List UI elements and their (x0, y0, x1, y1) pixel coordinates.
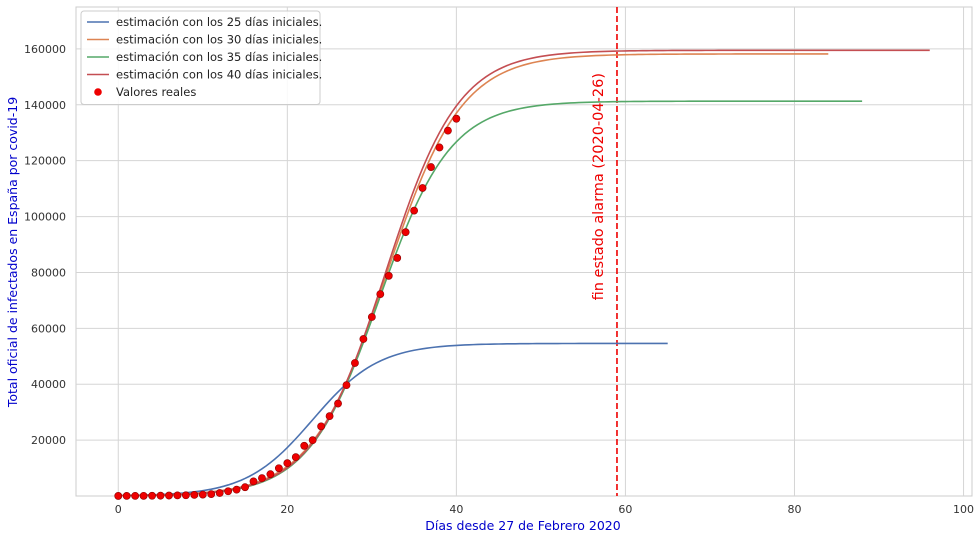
y-tick-label: 60000 (31, 322, 66, 335)
data-point (351, 359, 359, 367)
data-point (266, 470, 275, 479)
data-point (435, 143, 444, 152)
y-tick-label: 120000 (24, 155, 66, 168)
series-line-1 (118, 342, 668, 497)
data-point (359, 335, 368, 343)
data-point (325, 412, 334, 421)
y-tick-label: 80000 (31, 266, 66, 279)
legend: estimación con los 25 días iniciales. est… (80, 10, 322, 105)
data-point (393, 254, 402, 262)
y-tick-label: 20000 (31, 434, 66, 447)
legend-label: estimación con los 40 días iniciales. (116, 68, 322, 82)
y-tick-label: 160000 (24, 43, 66, 56)
legend-swatch (94, 88, 102, 96)
data-point (156, 491, 165, 500)
data-point (190, 490, 199, 499)
data-point (376, 290, 385, 299)
data-point (444, 126, 452, 135)
data-point (165, 491, 173, 500)
data-point (258, 474, 266, 483)
data-point (334, 399, 342, 408)
annotation-text: fin estado alarma (2020-04-26) (591, 73, 607, 300)
data-point (367, 313, 376, 321)
data-point (274, 464, 283, 473)
tick-labels: 0 20 40 60 80 100 20000 40000 60000 80000 100000 12… (24, 43, 974, 516)
y-axis-title: Total oficial de infectados en España po… (5, 97, 20, 408)
data-point (131, 491, 140, 500)
data-point (427, 163, 435, 171)
data-point (232, 485, 241, 494)
data-point (207, 490, 216, 499)
data-point (418, 184, 427, 192)
data-point (342, 381, 351, 390)
annotation-group: fin estado alarma (2020-04-26) (591, 7, 618, 496)
data-point (384, 271, 393, 280)
x-tick-label: 0 (115, 503, 122, 516)
data-point (283, 459, 292, 468)
legend-label: estimación con los 25 días iniciales. (116, 15, 322, 29)
legend-label: estimación con los 30 días iniciales. (116, 33, 322, 47)
data-point (308, 436, 317, 445)
x-tick-label: 60 (618, 503, 632, 516)
data-point (198, 490, 207, 499)
x-tick-label: 40 (449, 503, 463, 516)
data-point (410, 206, 419, 215)
data-point (291, 453, 300, 462)
x-axis-title: Días desde 27 de Febrero 2020 (425, 518, 620, 533)
data-point (148, 491, 156, 500)
legend-box (80, 10, 321, 105)
legend-label: Valores reales (116, 85, 196, 99)
data-point (300, 441, 309, 450)
data-point (139, 491, 148, 500)
data-point (224, 487, 233, 496)
data-point (317, 422, 326, 431)
data-point (181, 491, 190, 500)
data-point (122, 492, 131, 500)
data-point (401, 228, 410, 237)
y-tick-label: 140000 (24, 99, 66, 112)
data-point (173, 491, 182, 500)
y-tick-label: 40000 (31, 378, 66, 391)
data-point (452, 114, 461, 123)
data-point (241, 483, 249, 492)
scatter-points (114, 114, 461, 500)
data-point (249, 477, 258, 486)
y-tick-label: 100000 (24, 211, 66, 224)
data-point (215, 489, 224, 497)
x-tick-label: 20 (280, 503, 294, 516)
data-point (114, 492, 123, 500)
legend-label: estimación con los 35 días iniciales. (116, 50, 322, 64)
x-tick-label: 100 (953, 503, 974, 516)
x-tick-label: 80 (787, 503, 801, 516)
